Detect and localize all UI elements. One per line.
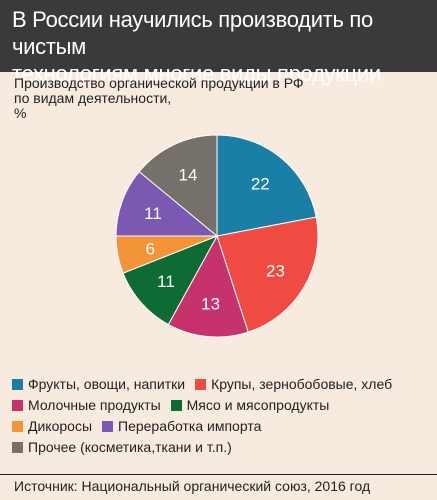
legend-row-3: Дикоросы Переработка импорта: [12, 416, 432, 437]
legend-swatch: [102, 421, 114, 432]
subtitle-line-2: по видам деятельности,: [14, 90, 172, 106]
pie-label-5: 6: [145, 240, 154, 259]
pie-label-6: 11: [144, 204, 162, 223]
pie-label-7: 14: [179, 166, 198, 185]
legend-swatch: [195, 379, 207, 390]
chart-legend: Фрукты, овощи, напитки Крупы, зернобобовы…: [12, 374, 432, 458]
header-title-line-2: технологиям многие виды продукции: [12, 61, 381, 86]
pie-slice-4: [122, 235, 219, 326]
legend-item: Дикоросы: [12, 416, 92, 437]
subtitle-line-3: %: [14, 105, 27, 121]
legend-label: Мясо и мясопродукты: [186, 397, 330, 413]
legend-label: Прочее (косметика,ткани и т.п.): [28, 439, 232, 455]
legend-item: Фрукты, овощи, напитки: [12, 374, 185, 395]
legend-swatch: [12, 442, 23, 453]
source-note: Источник: Национальный органический союз…: [14, 478, 371, 494]
legend-label: Переработка импорта: [118, 418, 262, 434]
pie-label-4: 11: [157, 272, 175, 291]
legend-item: Мясо и мясопродукты: [170, 395, 330, 416]
legend-swatch: [170, 400, 182, 411]
legend-swatch: [12, 400, 23, 411]
legend-item: Крупы, зернобобовые, хлеб: [195, 374, 392, 395]
legend-swatch: [12, 379, 23, 390]
chart-subtitle: Производство органической продукции в РФ…: [14, 76, 354, 121]
pie-slice-2: [216, 216, 319, 333]
legend-item: Молочные продукты: [12, 395, 161, 416]
subtitle-line-1: Производство органической продукции в РФ: [14, 75, 304, 91]
legend-label: Фрукты, овощи, напитки: [28, 376, 186, 392]
pie-slice-1: [216, 134, 317, 237]
pie-label-3: 13: [201, 295, 220, 314]
legend-label: Крупы, зернобобовые, хлеб: [211, 376, 393, 392]
pie-slice-7: [138, 134, 218, 238]
legend-row-2: Молочные продукты Мясо и мясопродукты: [12, 395, 432, 416]
pie-slice-6: [115, 170, 219, 237]
legend-row-4: Прочее (косметика,ткани и т.п.): [12, 437, 432, 458]
legend-item: Переработка импорта: [102, 416, 261, 437]
legend-row-1: Фрукты, овощи, напитки Крупы, зернобобовы…: [12, 374, 432, 395]
pie-slice-3: [167, 234, 249, 338]
legend-label: Молочные продукты: [28, 397, 161, 413]
legend-item: Прочее (косметика,ткани и т.п.): [12, 437, 232, 458]
pie-label-1: 22: [251, 175, 270, 194]
header-banner: В России научились производить по чистым…: [0, 0, 437, 86]
header-title-line-1: В России научились производить по чистым: [12, 7, 373, 59]
pie-label-2: 23: [266, 262, 285, 281]
legend-swatch: [12, 421, 23, 432]
footer-divider: [0, 474, 437, 475]
legend-label: Дикоросы: [28, 418, 93, 434]
